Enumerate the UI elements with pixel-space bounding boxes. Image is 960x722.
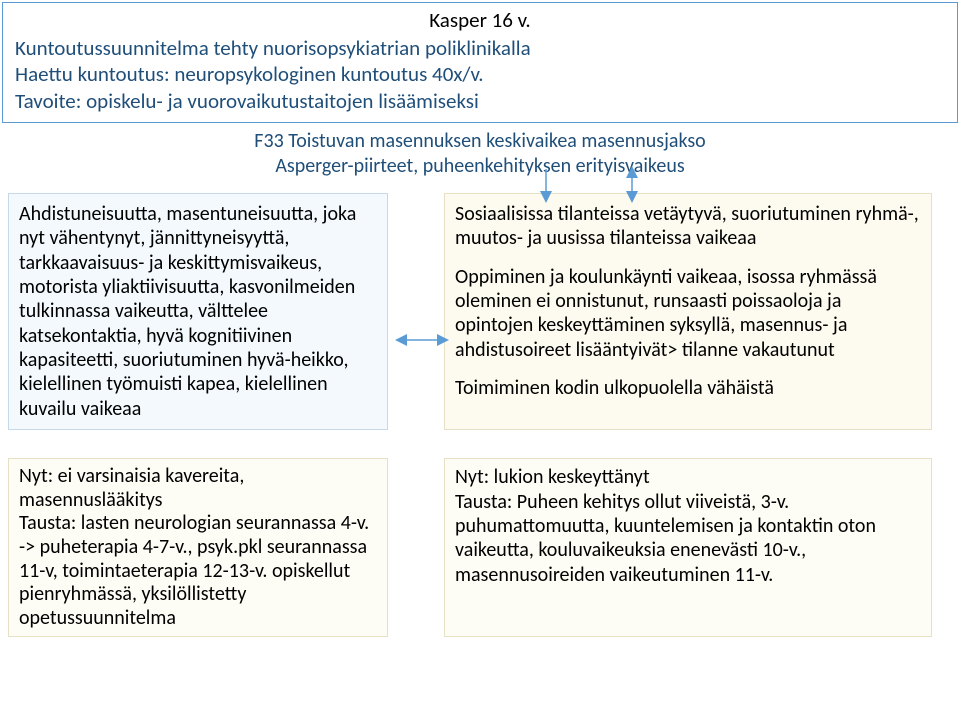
history-left-box: Nyt: ei varsinaisia kavereita, masennusl… — [8, 458, 388, 637]
history-right-box: Nyt: lukion keskeyttänytTausta: Puheen k… — [444, 458, 932, 637]
diagnosis-subheader: F33 Toistuvan masennuksen keskivaikea ma… — [0, 129, 960, 179]
social-para-2: Oppiminen ja koulunkäynti vaikeaa, isoss… — [455, 265, 921, 363]
diagnosis-line-1: F33 Toistuvan masennuksen keskivaikea ma… — [0, 129, 960, 154]
diagnosis-line-2: Asperger-piirteet, puheenkehityksen erit… — [0, 154, 960, 179]
social-functioning-box: Sosiaalisissa tilanteissa vetäytyvä, suo… — [444, 193, 932, 431]
symptoms-box: Ahdistuneisuutta, masentuneisuutta, joka… — [8, 193, 388, 431]
social-para-1: Sosiaalisissa tilanteissa vetäytyvä, suo… — [455, 202, 921, 251]
header-line-3: Tavoite: opiskelu- ja vuorovaikutustaito… — [15, 88, 945, 114]
social-para-3: Toimiminen kodin ulkopuolella vähäistä — [455, 376, 921, 400]
bottom-row: Nyt: ei varsinaisia kavereita, masennusl… — [0, 458, 960, 637]
header-line-2: Haettu kuntoutus: neuropsykologinen kunt… — [15, 61, 945, 87]
middle-row: Ahdistuneisuutta, masentuneisuutta, joka… — [0, 193, 960, 431]
header-box: Kasper 16 v. Kuntoutussuunnitelma tehty … — [2, 2, 958, 123]
case-title: Kasper 16 v. — [15, 7, 945, 33]
header-line-1: Kuntoutussuunnitelma tehty nuorisopsykia… — [15, 35, 945, 61]
